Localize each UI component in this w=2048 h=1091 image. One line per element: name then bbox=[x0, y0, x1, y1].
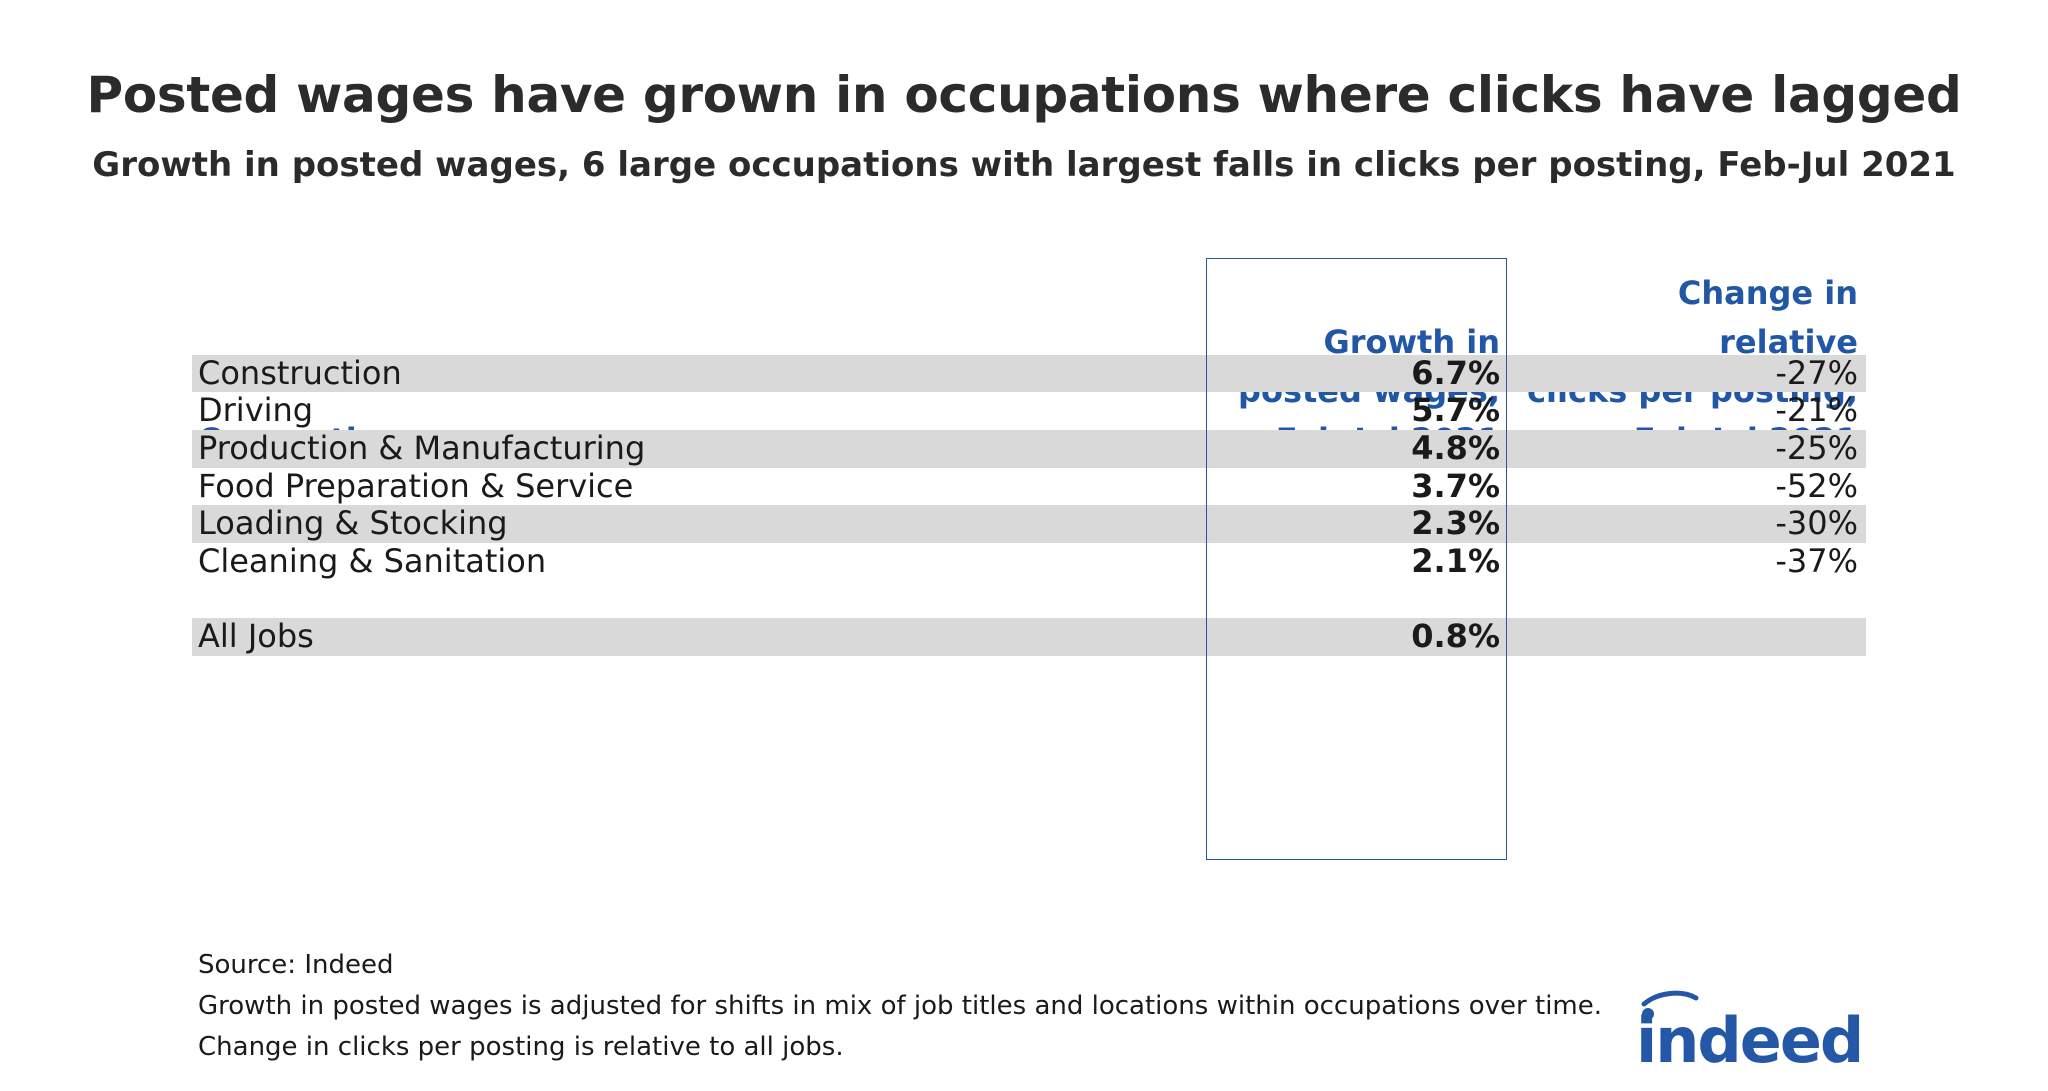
occupation-cell: Cleaning & Sanitation bbox=[198, 542, 547, 580]
table-row: Driving 5.7% -21% bbox=[192, 391, 1866, 430]
chart-title: Posted wages have grown in occupations w… bbox=[86, 66, 1962, 124]
wage-adjustment-note: Growth in posted wages is adjusted for s… bbox=[198, 991, 1602, 1021]
wage-growth-cell: 2.3% bbox=[1411, 504, 1500, 543]
indeed-logo: indeed bbox=[1636, 990, 1864, 1068]
wage-growth-cell: 2.1% bbox=[1411, 542, 1500, 580]
footnotes: Source: Indeed Growth in posted wages is… bbox=[198, 945, 1602, 1068]
clicks-change-cell: -37% bbox=[1775, 542, 1858, 580]
clicks-change-cell: -52% bbox=[1775, 466, 1858, 505]
source-note: Source: Indeed bbox=[198, 950, 394, 980]
wage-growth-cell: 5.7% bbox=[1411, 391, 1500, 430]
logo-swoosh bbox=[1641, 990, 1699, 1007]
table-row: Loading & Stocking 2.3% -30% bbox=[192, 505, 1866, 543]
table-row: Food Preparation & Service 3.7% -52% bbox=[192, 466, 1866, 506]
occupation-cell: Food Preparation & Service bbox=[198, 466, 634, 505]
clicks-change-cell: -21% bbox=[1775, 391, 1858, 430]
wage-growth-cell: 3.7% bbox=[1411, 466, 1500, 505]
logo-wordmark: indeed bbox=[1636, 1004, 1862, 1068]
wage-growth-cell: 4.8% bbox=[1411, 428, 1500, 467]
table-row: Construction 6.7% -27% bbox=[192, 353, 1866, 393]
wage-growth-cell: 6.7% bbox=[1411, 353, 1500, 392]
table-row: Cleaning & Sanitation 2.1% -37% bbox=[192, 542, 1866, 581]
table-row: Production & Manufacturing 4.8% -25% bbox=[192, 428, 1866, 468]
occupation-cell: Construction bbox=[198, 353, 402, 392]
clicks-change-cell: -27% bbox=[1775, 353, 1858, 392]
wage-growth-cell: 0.8% bbox=[1411, 617, 1500, 656]
clicks-relative-note: Change in clicks per posting is relative… bbox=[198, 1032, 844, 1062]
occupation-cell: Production & Manufacturing bbox=[198, 428, 646, 467]
occupation-cell: All Jobs bbox=[198, 617, 314, 656]
table-row-all-jobs: All Jobs 0.8% bbox=[192, 617, 1866, 657]
chart-subtitle: Growth in posted wages, 6 large occupati… bbox=[92, 145, 1956, 185]
clicks-change-cell: -25% bbox=[1775, 428, 1858, 467]
occupation-cell: Driving bbox=[198, 391, 314, 430]
logo-dot bbox=[1642, 1008, 1654, 1020]
clicks-change-cell: -30% bbox=[1775, 504, 1858, 543]
occupation-cell: Loading & Stocking bbox=[198, 504, 508, 543]
